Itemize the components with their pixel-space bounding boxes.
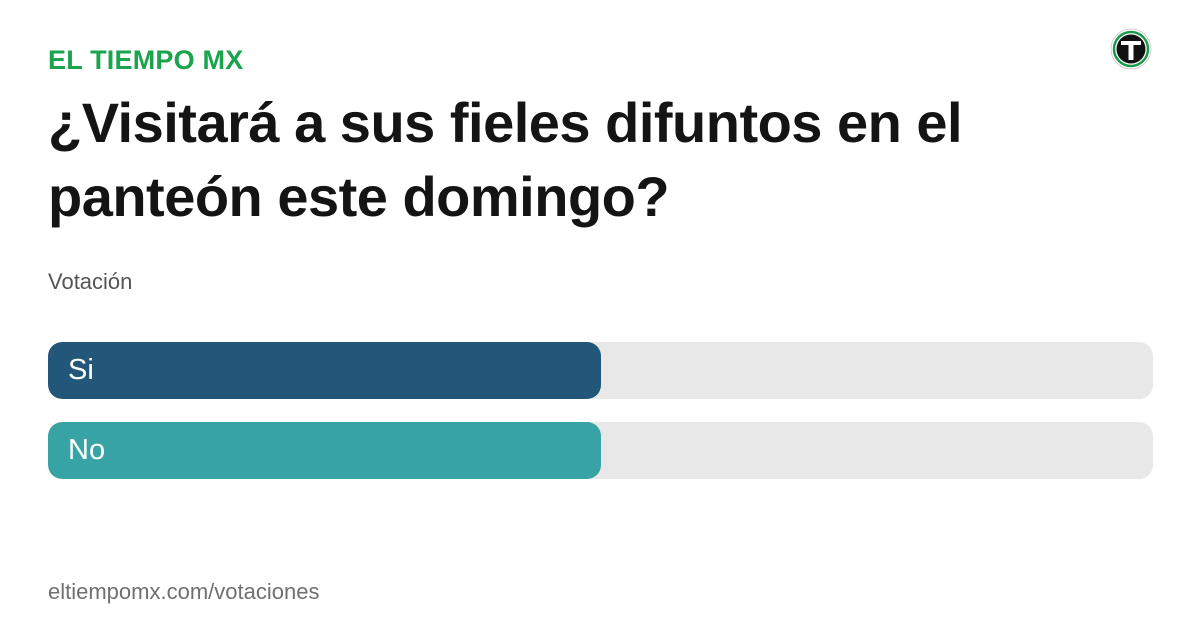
poll-subtitle: Votación	[48, 269, 133, 294]
poll-option-si-bar	[48, 342, 601, 399]
poll-option-no-bar	[48, 422, 601, 479]
poll-options: Si No	[48, 342, 1153, 502]
el-tiempo-t-logo-icon	[1110, 28, 1152, 70]
poll-option-no-label: No	[68, 434, 106, 466]
poll-option-no[interactable]: No	[48, 422, 1153, 479]
footer-url[interactable]: eltiempomx.com/votaciones	[48, 579, 320, 604]
poll-option-si-label: Si	[68, 354, 94, 386]
poll-option-si[interactable]: Si	[48, 342, 1153, 399]
brand-name: EL TIEMPO MX	[48, 45, 244, 75]
poll-question-title: ¿Visitará a sus fieles difuntos en el pa…	[48, 91, 963, 228]
